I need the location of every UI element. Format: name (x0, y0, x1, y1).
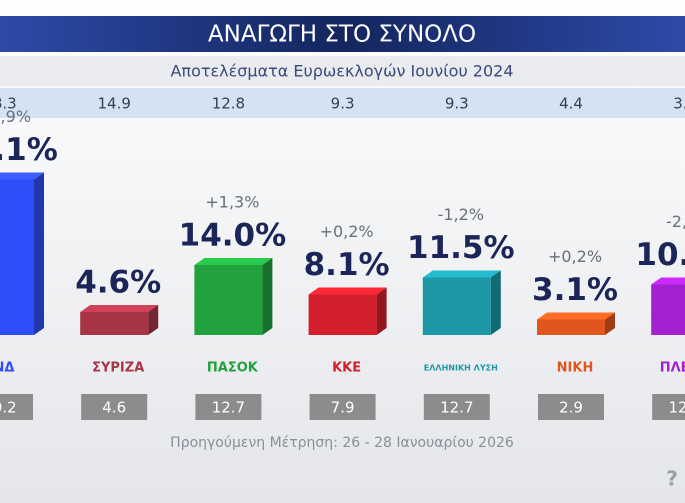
value-label: 31.1% (0, 132, 58, 168)
footer-note: Προηγούμενη Μέτρηση: 26 - 28 Ιανουαρίου … (170, 435, 514, 451)
bar (80, 312, 149, 335)
change-label: +1,3% (205, 193, 259, 212)
previous-measurement: 12.7 (212, 399, 245, 417)
previous-measurement: 29.2 (0, 399, 17, 417)
title-banner (0, 16, 685, 52)
party-logo: ΠΛΕΥΣΗ (660, 361, 685, 376)
bar-top (537, 312, 615, 320)
bar-top (308, 287, 387, 295)
bar-top (80, 305, 159, 312)
change-label: +0,2% (320, 222, 374, 241)
party-logo: ΚΚΕ (332, 361, 361, 376)
bar (651, 284, 685, 335)
previous-measurement: 7.9 (331, 399, 355, 417)
previous-box (0, 394, 33, 420)
bar (308, 294, 377, 335)
previous-box (423, 394, 490, 420)
bar-side (148, 305, 159, 335)
logo-icon: ? (666, 467, 678, 491)
election-result: 9.3 (445, 95, 469, 113)
party-logo: ΕΛΛΗΝΙΚΗ ΛΥΣΗ (424, 364, 498, 373)
change-label: -1,2% (438, 205, 484, 224)
value-label: 8.1% (304, 247, 390, 283)
election-result: 12.8 (212, 95, 245, 113)
value-label: 11.5% (407, 230, 515, 266)
bar-side (262, 258, 273, 335)
change-label: -2,6% (666, 212, 685, 231)
election-result: 3.4 (673, 95, 685, 113)
party-logo: ΝΙΚΗ (557, 361, 594, 376)
bar-top (0, 172, 44, 180)
bar-side (490, 270, 501, 335)
bar-top (194, 258, 273, 265)
subtitle-band (0, 56, 685, 86)
bar (537, 319, 605, 335)
value-label: 14.0% (179, 218, 287, 254)
party-logo: ΠΑΣΟΚ (207, 361, 259, 376)
value-label: 4.6% (75, 265, 161, 301)
previous-box (652, 394, 685, 420)
change-label: +0,2% (548, 247, 602, 266)
previous-measurement: 2.9 (559, 399, 583, 417)
value-label: 10.1% (635, 237, 685, 273)
previous-measurement: 4.6 (102, 399, 126, 417)
bar (0, 179, 34, 335)
election-result: 4.4 (559, 95, 583, 113)
party-logo: ΝΔ (0, 361, 14, 376)
subtitle: Αποτελέσματα Ευρωεκλογών Ιουνίου 2024 (170, 62, 513, 81)
previous-box (309, 394, 376, 420)
previous-box (195, 394, 262, 420)
election-result: 9.3 (331, 95, 355, 113)
bar-top (422, 270, 501, 278)
bar-side (34, 172, 44, 335)
previous-box (538, 394, 604, 420)
party-logo: ΣΥΡΙΖΑ (92, 361, 144, 376)
chart-title: ΑΝΑΓΩΓΗ ΣΤΟ ΣΥΝΟΛΟ (208, 22, 476, 48)
bar-side (605, 312, 615, 335)
election-band (0, 88, 685, 118)
previous-box (81, 394, 148, 420)
previous-measurement: 12.7 (440, 399, 473, 417)
change-label: +1,9% (0, 107, 31, 126)
election-result: 14.9 (97, 95, 130, 113)
bar (194, 265, 263, 335)
value-label: 3.1% (532, 272, 618, 308)
bar-top (651, 277, 685, 285)
bar-side (376, 287, 387, 335)
election-result: 28.3 (0, 95, 17, 113)
previous-measurement: 12.7 (668, 399, 685, 417)
bar (422, 277, 491, 335)
